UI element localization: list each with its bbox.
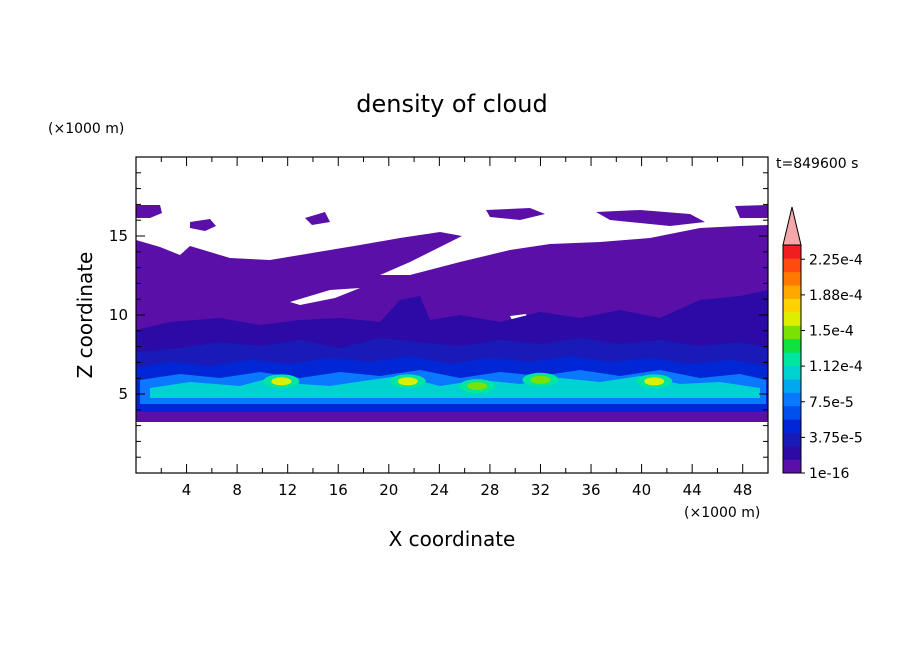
x-tick-label: 40 [632, 481, 651, 499]
colorbar-label: 1.88e-4 [809, 288, 863, 304]
y-unit-label: (×1000 m) [48, 121, 124, 137]
x-axis-ticks: 4 8 12 16 20 24 28 32 36 40 44 48 [160, 157, 752, 499]
colorbar-swatch [783, 379, 801, 393]
cloud-base-layer [136, 412, 768, 422]
colorbar-swatch [783, 312, 801, 326]
colorbar-swatch [783, 298, 801, 313]
core-peak-2 [467, 382, 488, 391]
x-tick-label: 48 [733, 481, 752, 499]
colorbar-swatch [783, 338, 801, 353]
y-axis-ticks: 5 10 15 [109, 172, 768, 458]
x-tick-label: 8 [232, 481, 242, 499]
y-tick-label: 5 [118, 385, 128, 403]
colorbar-swatch [783, 405, 801, 420]
colorbar-swatch [783, 365, 801, 380]
colorbar-swatch [783, 419, 801, 434]
colorbar-swatch [783, 446, 801, 460]
cloud-top-fragment-4 [596, 210, 705, 226]
density-contour-field [136, 205, 768, 473]
x-tick-label: 24 [430, 481, 449, 499]
colorbar-label: 1e-16 [809, 466, 849, 482]
cloud-top-fragment-1 [136, 205, 162, 218]
colorbar-label: 1.5e-4 [809, 324, 854, 340]
colorbar-label: 1.12e-4 [809, 359, 863, 375]
cloud-top-fragment-6 [305, 212, 330, 225]
bright-cores [263, 372, 673, 394]
cloud-top-fragment-2 [190, 219, 216, 231]
core-band-inner [150, 376, 760, 398]
core-peak-0 [271, 377, 292, 386]
core-peak-1 [397, 377, 418, 386]
x-tick-label: 4 [182, 481, 192, 499]
x-tick-label: 44 [683, 481, 702, 499]
colorbar-swatch [783, 392, 801, 407]
colorbar-swatch [783, 459, 801, 474]
colorbar: 1e-16 3.75e-5 7.5e-5 1.12e-4 1.5e-4 1.88e-4 2.… [782, 206, 863, 482]
x-tick-label: 20 [379, 481, 398, 499]
cloud-top-fragment-3 [486, 208, 545, 220]
x-tick-label: 28 [480, 481, 499, 499]
colorbar-swatch [783, 271, 801, 286]
x-axis-label: X coordinate [389, 527, 516, 551]
x-unit-label: (×1000 m) [684, 505, 760, 521]
x-tick-label: 16 [329, 481, 348, 499]
x-tick-label: 36 [581, 481, 600, 499]
clear-gap-1 [290, 288, 360, 305]
colorbar-swatch [783, 352, 801, 367]
colorbar-extend-triangle [782, 206, 802, 246]
y-axis-label: Z coordinate [73, 252, 97, 379]
core-peak-3 [530, 375, 551, 384]
y-tick-label: 10 [109, 306, 128, 324]
time-label: t=849600 s [776, 156, 858, 172]
colorbar-swatch [783, 245, 801, 259]
colorbar-label: 3.75e-5 [809, 430, 863, 446]
colorbar-label: 7.5e-5 [809, 395, 854, 411]
core-peak-4 [644, 377, 665, 386]
clear-below-cloud [136, 422, 768, 473]
chart-title: density of cloud [356, 90, 547, 118]
colorbar-swatch [783, 285, 801, 299]
x-tick-label: 12 [278, 481, 297, 499]
x-tick-label: 32 [531, 481, 550, 499]
y-tick-label: 15 [109, 227, 128, 245]
colorbar-swatch [783, 325, 801, 340]
colorbar-swatch [783, 432, 801, 447]
colorbar-label: 2.25e-4 [809, 252, 863, 268]
cloud-top-fragment-5 [735, 205, 768, 218]
colorbar-swatch [783, 258, 801, 273]
